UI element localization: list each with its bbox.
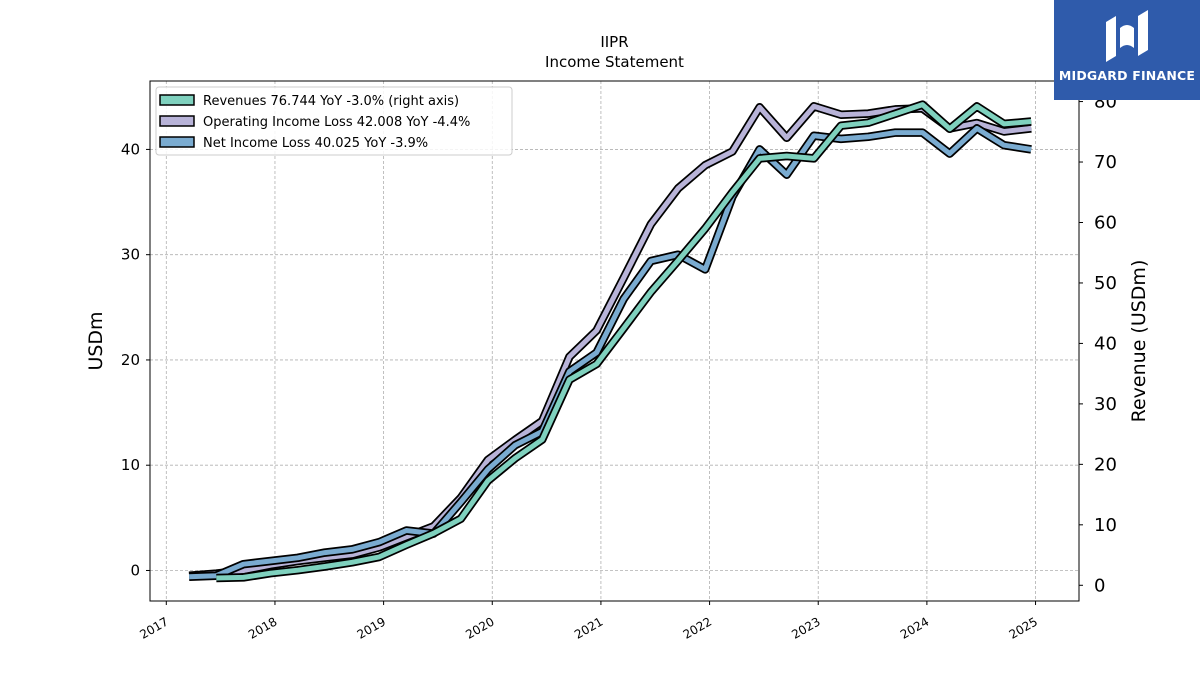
y-right-tick-label: 20 (1094, 454, 1117, 475)
plot-frame (149, 80, 1080, 602)
x-tick-label: 2023 (789, 614, 822, 641)
y-axis-label: USDm (85, 311, 107, 370)
y-right-tick-label: 50 (1094, 273, 1117, 294)
x-tick-label: 2021 (572, 614, 605, 641)
y-tick-label: 10 (121, 456, 140, 474)
legend-label: Net Income Loss 40.025 YoY -3.9% (203, 136, 428, 151)
x-tick-label: 2025 (1007, 614, 1040, 641)
legend-swatch (159, 115, 195, 127)
series-line-operating-income-loss (188, 103, 1032, 579)
y-right-tick-label: 10 (1094, 515, 1117, 536)
y-tick-label: 40 (121, 140, 140, 158)
y-right-tick-label: 70 (1094, 152, 1117, 173)
x-tick-label: 2019 (355, 614, 388, 641)
y-tick-label: 30 (121, 246, 140, 264)
x-tick-label: 2024 (898, 614, 931, 641)
y-right-tick-label: 0 (1094, 575, 1105, 596)
y-right-tick-label: 60 (1094, 212, 1117, 233)
y-tick-label: 0 (130, 561, 140, 579)
y-right-tick-label: 40 (1094, 333, 1117, 354)
legend-box (155, 86, 513, 156)
series-line-net-income-loss (188, 125, 1032, 580)
x-tick-label: 2018 (246, 614, 279, 641)
series-layer (188, 100, 1032, 583)
series-line-revenues (216, 102, 1032, 581)
y-right-tick-label: 30 (1094, 394, 1117, 415)
midgard-logo-icon (1106, 10, 1148, 62)
y-tick-label: 20 (121, 351, 140, 369)
x-tick-label: 2017 (137, 614, 170, 641)
legend-label: Operating Income Loss 42.008 YoY -4.4% (203, 115, 470, 130)
legend-swatch (159, 94, 195, 106)
x-tick-label: 2022 (681, 614, 714, 641)
series-outline-revenues (216, 100, 1032, 583)
brand-name: MIDGARD FINANCE (1058, 68, 1196, 83)
legend-swatch (159, 136, 195, 148)
brand-logo: MIDGARD FINANCE (1054, 0, 1200, 100)
chart-subtitle: Income Statement (545, 53, 684, 71)
x-tick-label: 2020 (463, 614, 496, 641)
legend-label: Revenues 76.744 YoY -3.0% (right axis) (203, 94, 459, 109)
y-axis-label-right: Revenue (USDm) (1128, 260, 1150, 423)
chart-title: IIPR (600, 33, 628, 51)
legend: Revenues 76.744 YoY -3.0% (right axis) Op… (155, 86, 513, 156)
